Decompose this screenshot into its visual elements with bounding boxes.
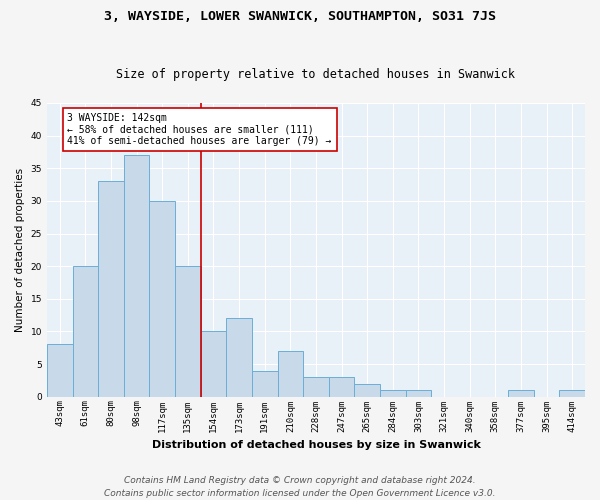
Text: 3, WAYSIDE, LOWER SWANWICK, SOUTHAMPTON, SO31 7JS: 3, WAYSIDE, LOWER SWANWICK, SOUTHAMPTON,…	[104, 10, 496, 23]
Bar	[329, 377, 355, 396]
Bar	[380, 390, 406, 396]
Bar	[200, 332, 226, 396]
Bar	[508, 390, 534, 396]
Bar	[149, 201, 175, 396]
Text: Contains HM Land Registry data © Crown copyright and database right 2024.
Contai: Contains HM Land Registry data © Crown c…	[104, 476, 496, 498]
Bar	[175, 266, 200, 396]
Bar	[124, 155, 149, 396]
Y-axis label: Number of detached properties: Number of detached properties	[15, 168, 25, 332]
Title: Size of property relative to detached houses in Swanwick: Size of property relative to detached ho…	[116, 68, 515, 81]
Bar	[252, 370, 278, 396]
Bar	[73, 266, 98, 396]
Bar	[406, 390, 431, 396]
Bar	[355, 384, 380, 396]
Bar	[278, 351, 303, 397]
Bar	[226, 318, 252, 396]
X-axis label: Distribution of detached houses by size in Swanwick: Distribution of detached houses by size …	[152, 440, 481, 450]
Text: 3 WAYSIDE: 142sqm
← 58% of detached houses are smaller (111)
41% of semi-detache: 3 WAYSIDE: 142sqm ← 58% of detached hous…	[67, 113, 332, 146]
Bar	[98, 182, 124, 396]
Bar	[559, 390, 585, 396]
Bar	[47, 344, 73, 397]
Bar	[303, 377, 329, 396]
